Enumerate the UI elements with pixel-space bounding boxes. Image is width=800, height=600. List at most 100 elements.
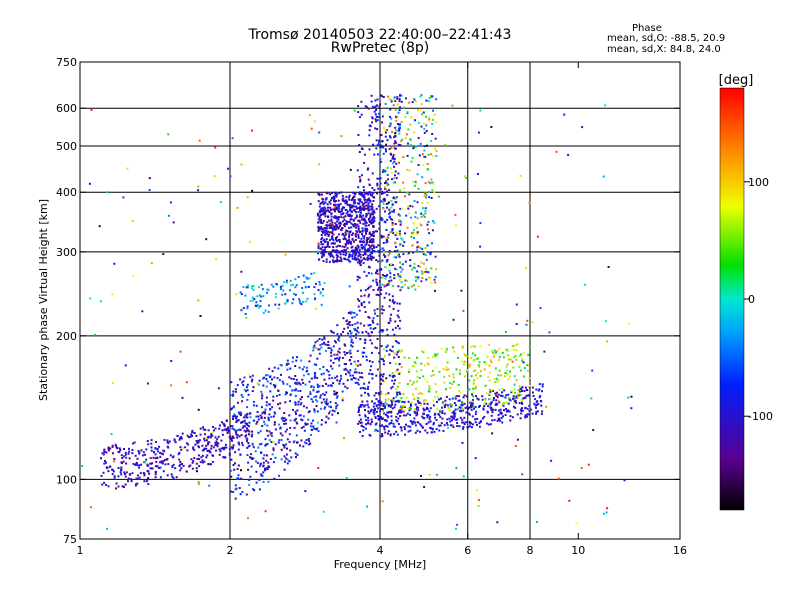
echo-point <box>265 454 268 457</box>
echo-point <box>362 208 364 210</box>
echo-point <box>378 352 381 355</box>
echo-point <box>438 370 441 373</box>
echo-point <box>292 292 295 295</box>
echo-point <box>376 192 379 195</box>
echo-point <box>252 488 254 491</box>
echo-point <box>423 195 426 198</box>
echo-point <box>408 169 411 172</box>
echo-point <box>519 417 522 420</box>
echo-point <box>335 341 337 344</box>
echo-point <box>324 227 327 230</box>
echo-point <box>392 232 395 234</box>
echo-point <box>366 192 369 195</box>
x-axis-label: Frequency [MHz] <box>334 558 426 571</box>
echo-point <box>390 230 393 233</box>
echo-point <box>350 226 353 229</box>
echo-point <box>359 240 362 243</box>
echo-point <box>365 239 368 242</box>
echo-point <box>496 380 499 383</box>
echo-point <box>221 421 223 424</box>
echo-point <box>348 235 351 238</box>
echo-point <box>358 420 361 423</box>
echo-point <box>324 402 327 405</box>
echo-point <box>407 425 410 428</box>
echo-point <box>196 442 199 445</box>
echo-point <box>170 360 173 362</box>
echo-point <box>203 437 206 440</box>
echo-point <box>291 389 294 392</box>
echo-point <box>138 452 141 455</box>
echo-point <box>113 475 116 478</box>
echo-point <box>424 182 427 184</box>
echo-point <box>395 340 397 342</box>
echo-point <box>435 268 437 271</box>
echo-point <box>314 372 316 374</box>
echo-point <box>494 408 497 411</box>
echo-point <box>373 106 376 109</box>
echo-point <box>363 301 366 304</box>
echo-point <box>156 456 159 459</box>
echo-point <box>438 429 441 432</box>
echo-point <box>299 403 302 406</box>
echo-point <box>162 460 165 463</box>
echo-point <box>324 212 327 215</box>
echo-point <box>154 473 157 476</box>
echo-point <box>391 229 394 232</box>
echo-point <box>448 409 451 412</box>
echo-point <box>358 215 361 218</box>
echo-point <box>343 218 346 221</box>
echo-point <box>251 285 254 288</box>
echo-point <box>520 408 523 411</box>
echo-point <box>247 442 250 444</box>
echo-point <box>361 174 363 177</box>
echo-point <box>376 184 379 187</box>
echo-point <box>286 462 289 465</box>
echo-point <box>375 293 378 296</box>
echo-point <box>357 225 360 228</box>
echo-point <box>363 294 366 297</box>
echo-point <box>365 243 368 246</box>
echo-point <box>303 429 306 432</box>
echo-point <box>293 426 296 429</box>
echo-point <box>334 194 337 197</box>
echo-point <box>269 376 271 378</box>
echo-point <box>368 134 371 137</box>
echo-point <box>138 476 141 479</box>
echo-point <box>379 293 382 296</box>
echo-point <box>370 100 373 103</box>
echo-point <box>368 381 371 384</box>
echo-point <box>396 385 399 388</box>
echo-point <box>394 196 397 199</box>
echo-point <box>172 463 175 466</box>
echo-point <box>195 462 198 465</box>
echo-point <box>335 199 337 202</box>
echo-point <box>426 414 428 417</box>
echo-point <box>466 355 469 358</box>
echo-point <box>345 195 348 198</box>
echo-point <box>306 366 309 369</box>
echo-point <box>447 368 450 371</box>
echo-point <box>416 249 419 252</box>
echo-point <box>388 216 391 219</box>
echo-point <box>536 404 538 406</box>
echo-point <box>360 295 363 298</box>
echo-point <box>512 366 515 369</box>
echo-point <box>150 262 153 265</box>
echo-point <box>360 237 363 240</box>
echo-point <box>146 382 149 385</box>
echo-point <box>357 360 360 363</box>
echo-point <box>385 349 388 352</box>
echo-point <box>410 160 413 163</box>
echo-point <box>521 399 524 402</box>
echo-point <box>386 334 389 337</box>
echo-point <box>380 435 383 438</box>
echo-point <box>379 410 382 413</box>
echo-point <box>385 403 388 406</box>
echo-point <box>390 200 393 203</box>
echo-point <box>371 249 374 252</box>
echo-point <box>244 430 247 433</box>
echo-point <box>486 422 489 425</box>
echo-point <box>103 481 106 484</box>
echo-point <box>505 365 508 368</box>
echo-point <box>384 170 387 172</box>
